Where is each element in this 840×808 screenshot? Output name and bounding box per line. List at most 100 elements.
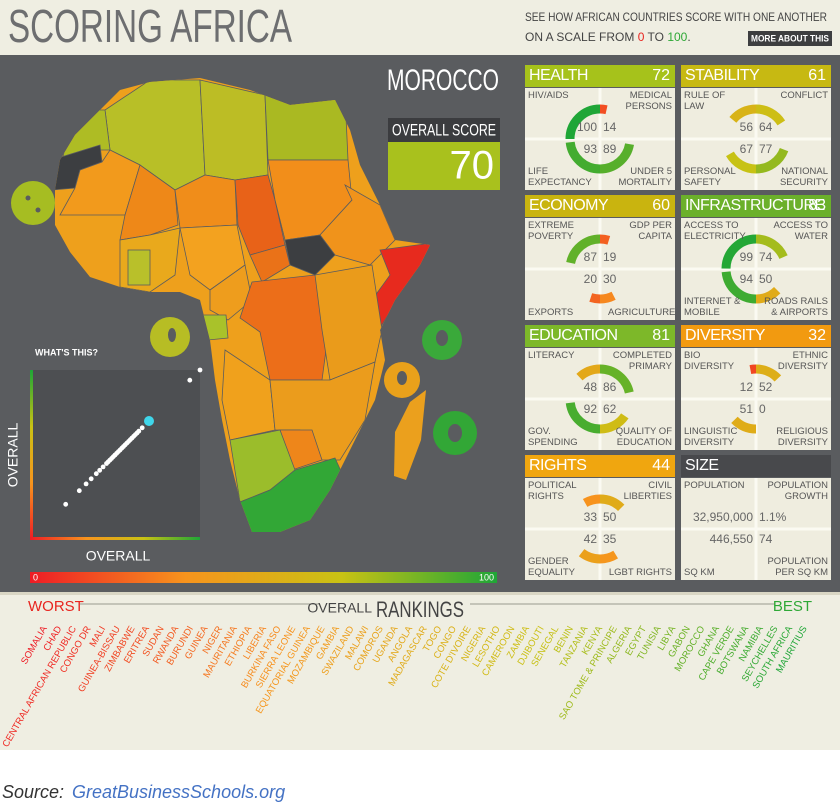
scale-min: 0	[33, 572, 38, 582]
metric-arc	[755, 286, 781, 304]
card-body: 33 50 42 35 POLITICAL RIGHTS CIVIL LIBERTIES G…	[525, 478, 675, 580]
metric-arc	[755, 234, 788, 260]
x-axis-label: OVERALL	[86, 548, 151, 564]
metric-value: 50	[603, 510, 617, 524]
metric-value: 33	[584, 510, 598, 524]
score-card: RIGHTS 44 33 50 42 35 POLITICAL RIGHTS CIVIL LI…	[525, 455, 675, 580]
island-shapes	[25, 195, 462, 442]
card-title: DIVERSITY	[685, 327, 765, 344]
tagline-text: ON A SCALE FROM	[525, 30, 634, 44]
metric-value: 74	[759, 250, 773, 264]
color-scale	[30, 572, 497, 583]
card-body: 32,950,000 1.1% 446,550 74 POPULATION POPULAT…	[681, 478, 831, 580]
metric-value: 92	[584, 402, 598, 416]
card-score: 72	[652, 67, 670, 84]
metric-label: ROADS RAILS & AIRPORTS	[764, 296, 828, 318]
metric-value: 50	[759, 272, 773, 286]
metric-value: 48	[584, 380, 598, 394]
metric-arc	[731, 416, 757, 434]
metric-label: LIFE EXPECTANCY	[528, 166, 592, 188]
scale-min: 0	[638, 30, 645, 44]
overall-score-label: OVERALL SCORE	[392, 120, 496, 139]
metric-label: AGRICULTURE	[608, 306, 675, 318]
metric-arc	[599, 143, 634, 174]
metric-label: RELIGIOUS DIVERSITY	[776, 426, 828, 448]
region	[249, 244, 291, 283]
metric-label: BIO DIVERSITY	[684, 350, 735, 372]
metric-arc	[599, 413, 629, 434]
scatter-point	[139, 425, 145, 431]
metric-value: 89	[603, 142, 617, 156]
card-graphic: 56 64 67 77	[681, 88, 831, 190]
card-header: RIGHTS 44	[525, 455, 675, 477]
card-title: HEALTH	[529, 67, 588, 84]
metric-value: 35	[603, 532, 617, 546]
metric-arc	[721, 234, 757, 269]
card-title: ECONOMY	[529, 197, 609, 214]
country-name: MOROCCO	[387, 64, 499, 97]
scatter-point	[136, 428, 142, 434]
metric-value: 74	[759, 532, 773, 546]
scatter-point	[187, 377, 193, 383]
region	[264, 94, 349, 161]
metric-label: GOV. SPENDING	[528, 426, 578, 448]
metric-label: ETHNIC DIVERSITY	[777, 350, 828, 372]
metric-arc	[565, 104, 601, 140]
region	[209, 264, 253, 321]
tagline: SEE HOW AFRICAN COUNTRIES SCORE WITH ONE…	[525, 10, 827, 24]
metric-value: 1.1%	[759, 510, 787, 524]
metric-label: POPULATION GROWTH	[767, 480, 828, 502]
highlight-point	[144, 416, 154, 426]
source-link[interactable]: GreatBusinessSchools.org	[72, 782, 285, 802]
metric-value: 19	[603, 250, 617, 264]
source-prefix: Source:	[2, 782, 64, 802]
score-card: ECONOMY 60 87 19 20 30 EXTREME POVERTY GDP PER …	[525, 195, 675, 320]
card-title: SIZE	[685, 457, 719, 474]
island	[397, 371, 407, 385]
scatter-point	[197, 367, 203, 373]
score-card: HEALTH 72 100 14 93 89 HIV/AIDS MEDICAL PERSONS…	[525, 65, 675, 190]
y-axis	[30, 370, 33, 540]
more-button-label[interactable]: MORE ABOUT THIS	[751, 33, 829, 43]
footer	[0, 750, 840, 808]
more-button[interactable]	[748, 31, 832, 46]
metric-arc	[566, 234, 601, 265]
metric-value: 446,550	[710, 532, 754, 546]
metric-value: 52	[759, 380, 773, 394]
scatter-point	[63, 501, 69, 507]
metric-value: 12	[740, 380, 754, 394]
help-link[interactable]: WHAT'S THIS?	[35, 347, 98, 357]
metric-arc	[565, 141, 601, 174]
metric-arc	[576, 364, 601, 381]
island	[168, 328, 176, 342]
card-body: 48 86 92 62 LITERACY COMPLETED PRIMARY GOV. SP…	[525, 348, 675, 450]
card-header: STABILITY 61	[681, 65, 831, 87]
card-body: 56 64 67 77 RULE OF LAW CONFLICT PERSONAL SAFE…	[681, 88, 831, 190]
metric-label: LGBT RIGHTS	[608, 566, 672, 578]
metric-label: GENDER EQUALITY	[528, 556, 575, 578]
card-graphic: 33 50 42 35	[525, 478, 675, 580]
card-score: 60	[652, 197, 670, 214]
scale-max: 100	[479, 572, 494, 582]
metric-value: 100	[577, 120, 597, 134]
metric-value: 86	[603, 380, 617, 394]
card-score: 83	[808, 197, 826, 214]
scatter-point	[83, 481, 89, 487]
region	[59, 149, 141, 216]
card-title: INFRASTRUCTURE	[685, 197, 825, 214]
y-axis-label: OVERALL	[5, 422, 21, 487]
scatter-point	[88, 476, 94, 482]
card-graphic: 32,950,000 1.1% 446,550 74	[681, 478, 831, 580]
tagline: ON A SCALE FROM 0 TO 100.	[525, 30, 691, 44]
scatter-point	[97, 467, 103, 473]
metric-label: EXTREME POVERTY	[528, 220, 574, 242]
metric-value: 20	[584, 272, 598, 286]
metric-label: LITERACY	[528, 350, 575, 361]
card-score: 81	[652, 327, 670, 344]
metric-arc	[599, 494, 625, 512]
scatter-point	[76, 488, 82, 494]
metric-arc	[578, 548, 601, 564]
metric-label: POLITICAL RIGHTS	[528, 480, 577, 502]
rankings-title-small: OVERALL	[307, 600, 372, 616]
